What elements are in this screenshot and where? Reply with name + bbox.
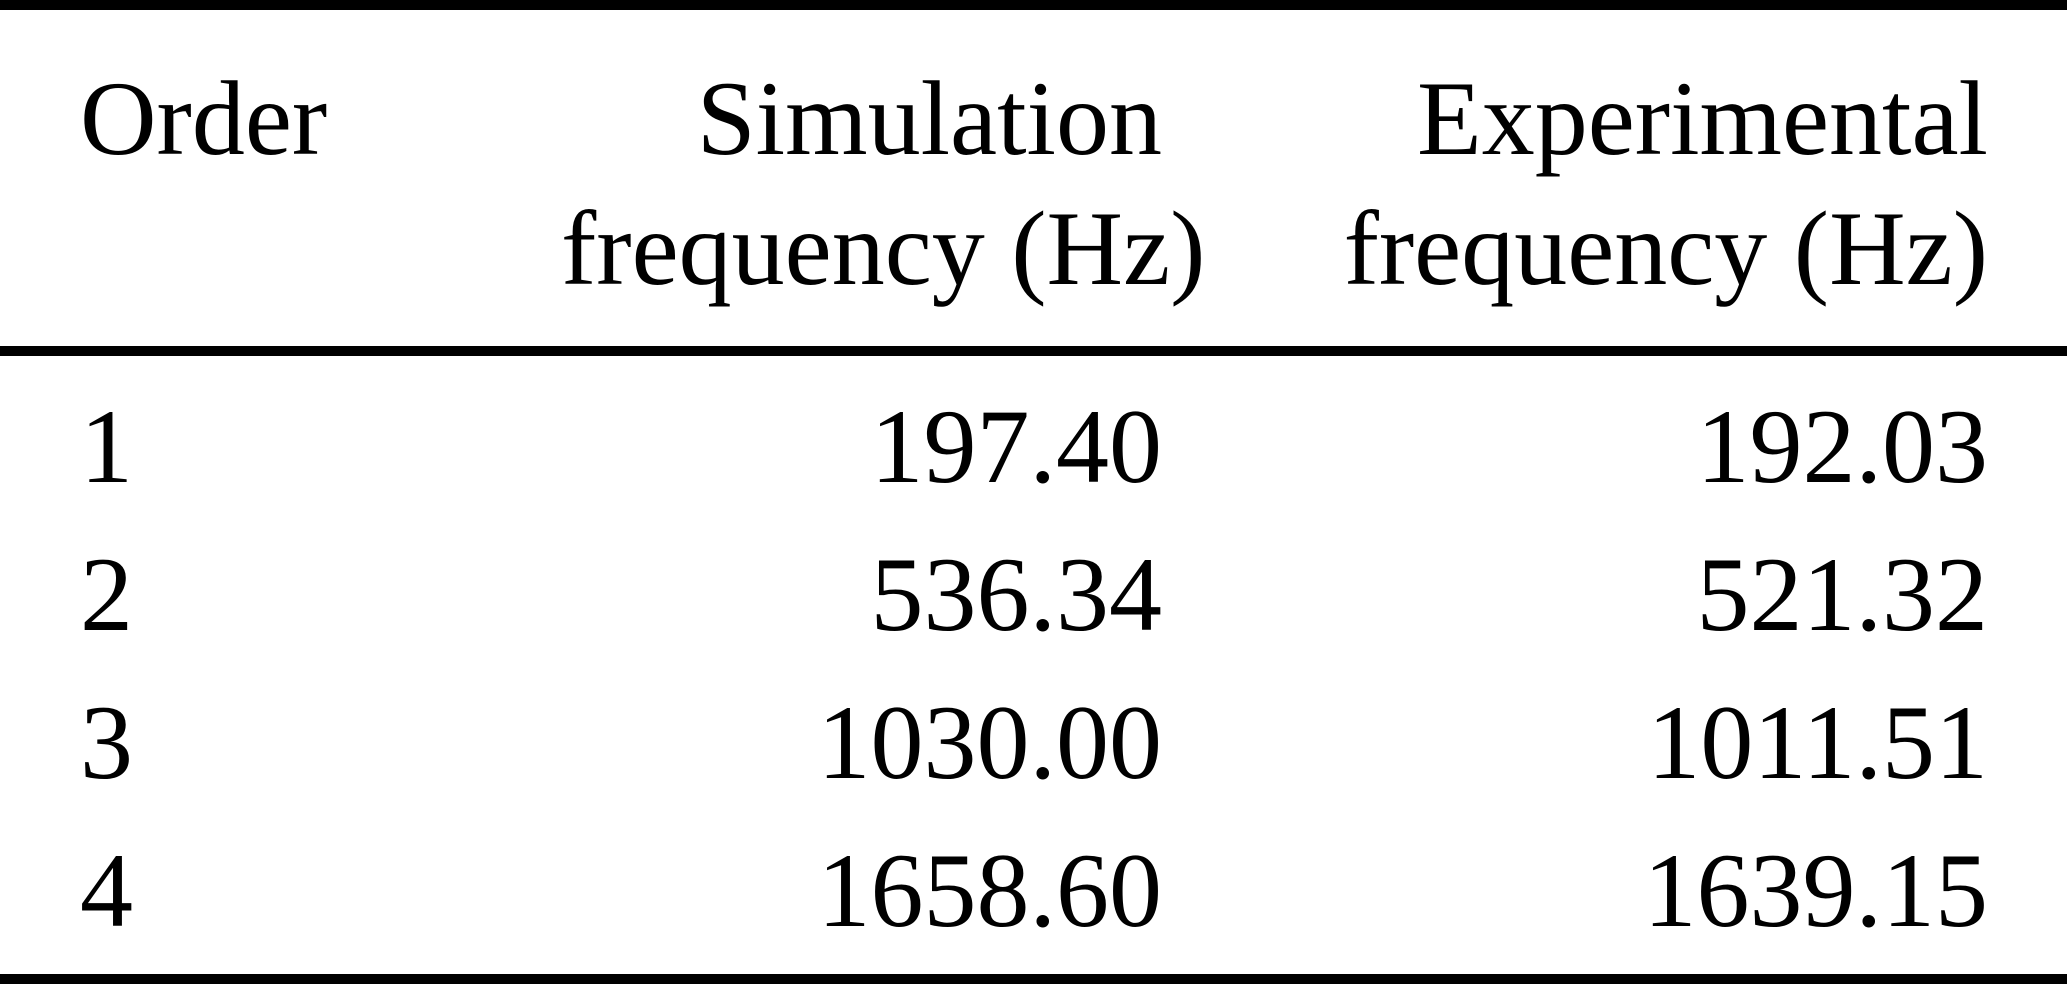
cell-experimental: 1639.15 [1643, 832, 1989, 949]
table-row: 1 197.40 192.03 [0, 351, 2067, 521]
table-row: 4 1658.60 1639.15 [0, 817, 2067, 979]
column-header-simulation-frequency: Simulation frequency (Hz) [560, 5, 1206, 356]
header-experimental-line1: Experimental [1417, 60, 1988, 177]
cell-experimental: 192.03 [1696, 388, 1989, 505]
column-header-order: Order [0, 5, 560, 356]
table-row: 3 1030.00 1011.51 [0, 669, 2067, 817]
header-simulation-line1: Simulation [696, 60, 1162, 177]
cell-simulation: 536.34 [870, 536, 1163, 653]
column-header-experimental-frequency: Experimental frequency (Hz) [1163, 5, 2067, 356]
cell-order: 2 [80, 536, 133, 653]
cell-order: 3 [80, 684, 133, 801]
cell-simulation: 197.40 [870, 388, 1163, 505]
cell-order: 4 [80, 832, 133, 949]
header-experimental-line2: frequency (Hz) [1343, 190, 1988, 307]
cell-experimental: 521.32 [1696, 536, 1989, 653]
header-order-line1: Order [80, 60, 328, 177]
table-body: 1 197.40 192.03 2 536.34 521.32 3 1030.0… [0, 351, 2067, 979]
cell-simulation: 1658.60 [817, 832, 1163, 949]
cell-simulation: 1030.00 [817, 684, 1163, 801]
table-row: 2 536.34 521.32 [0, 521, 2067, 669]
cell-order: 1 [80, 388, 133, 505]
cell-experimental: 1011.51 [1647, 684, 1988, 801]
table-header: Order Simulation frequency (Hz) Experime… [0, 5, 2067, 356]
header-row: Order Simulation frequency (Hz) Experime… [0, 5, 2067, 356]
header-simulation-line2: frequency (Hz) [561, 190, 1206, 307]
